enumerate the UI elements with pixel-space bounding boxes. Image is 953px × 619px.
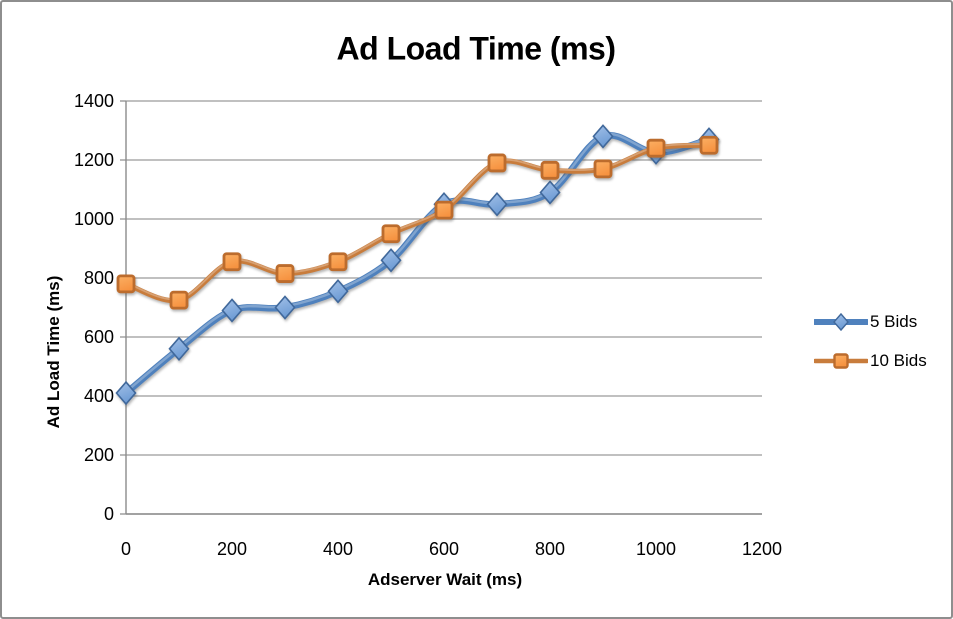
legend-label-10-bids: 10 Bids — [870, 351, 927, 370]
y-tick-label: 1000 — [73, 209, 114, 229]
y-tick-label: 800 — [83, 268, 114, 288]
data-point-marker-10-bids — [275, 264, 295, 283]
legend: 5 Bids 10 Bids — [814, 311, 927, 389]
x-tick-label: 1000 — [635, 539, 677, 559]
x-tick-label: 600 — [428, 539, 460, 559]
data-point-marker-5-bids — [327, 279, 349, 304]
data-point-marker-5-bids — [380, 248, 402, 273]
data-point-marker-5-bids — [274, 295, 296, 320]
data-point-marker-5-bids — [592, 124, 614, 149]
data-point-marker-5-bids — [115, 380, 137, 406]
x-axis-title: Adserver Wait (ms) — [367, 570, 523, 589]
x-tick-label: 0 — [120, 539, 131, 559]
y-tick-label: 200 — [83, 445, 114, 465]
series-line-5-bids — [122, 131, 713, 397]
data-point-marker-10-bids — [540, 160, 560, 180]
legend-swatch-diamond-marker — [833, 312, 849, 332]
y-axis-title: Ad Load Time (ms) — [44, 275, 63, 429]
legend-item-5-bids: 5 Bids — [814, 311, 927, 333]
legend-line-square-swatch — [814, 353, 868, 369]
x-tick-label: 400 — [322, 539, 354, 559]
y-tick-label: 1400 — [73, 91, 114, 111]
data-point-marker-5-bids — [539, 180, 561, 205]
series-line-10-bids — [123, 142, 712, 304]
series-line-highlight — [124, 132, 711, 394]
data-point-marker-10-bids — [328, 252, 348, 272]
legend-line-diamond-swatch — [814, 312, 868, 332]
data-point-marker-10-bids — [222, 252, 242, 272]
y-tick-label: 1200 — [73, 150, 114, 170]
data-point-marker-10-bids — [646, 138, 666, 158]
data-point-marker-5-bids — [486, 192, 508, 217]
legend-label-5-bids: 5 Bids — [870, 312, 918, 331]
data-point-marker-10-bids — [699, 135, 719, 155]
legend-item-10-bids: 10 Bids — [814, 350, 927, 372]
data-point-marker-10-bids — [593, 159, 613, 179]
data-point-marker-10-bids — [116, 274, 136, 294]
series-10-bids — [116, 135, 719, 310]
series-5-bids — [115, 124, 720, 406]
legend-swatch-square-marker — [833, 353, 849, 369]
data-point-marker-10-bids — [169, 290, 189, 310]
x-tick-label: 800 — [534, 539, 566, 559]
data-point-marker-10-bids — [381, 224, 401, 244]
x-tick-label: 1200 — [741, 539, 783, 559]
chart-title: Ad Load Time (ms) — [336, 30, 616, 67]
y-tick-label: 0 — [103, 504, 114, 524]
y-tick-label: 600 — [83, 327, 114, 347]
data-point-marker-10-bids — [487, 153, 507, 173]
y-tick-label: 400 — [83, 386, 114, 406]
x-tick-label: 200 — [216, 539, 248, 559]
data-point-marker-5-bids — [221, 298, 243, 323]
data-point-marker-5-bids — [168, 336, 190, 362]
data-point-marker-10-bids — [434, 200, 454, 220]
